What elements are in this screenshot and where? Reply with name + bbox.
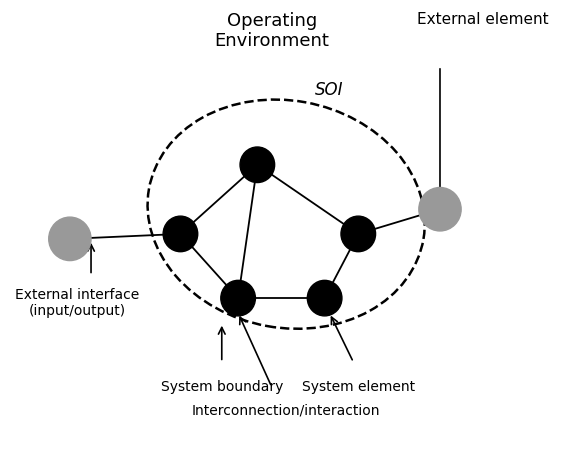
Circle shape [163, 216, 198, 252]
Circle shape [49, 217, 91, 261]
Circle shape [307, 280, 342, 316]
Text: SOI: SOI [315, 81, 344, 99]
Circle shape [341, 216, 376, 252]
Text: Operating
Environment: Operating Environment [215, 12, 329, 50]
Circle shape [221, 280, 255, 316]
Text: Interconnection/interaction: Interconnection/interaction [192, 404, 380, 418]
Text: System element: System element [302, 380, 415, 394]
Text: System boundary: System boundary [161, 380, 283, 394]
Text: External element: External element [418, 12, 549, 27]
Text: External interface
(input/output): External interface (input/output) [15, 288, 140, 318]
Circle shape [240, 147, 275, 183]
Circle shape [419, 188, 461, 231]
